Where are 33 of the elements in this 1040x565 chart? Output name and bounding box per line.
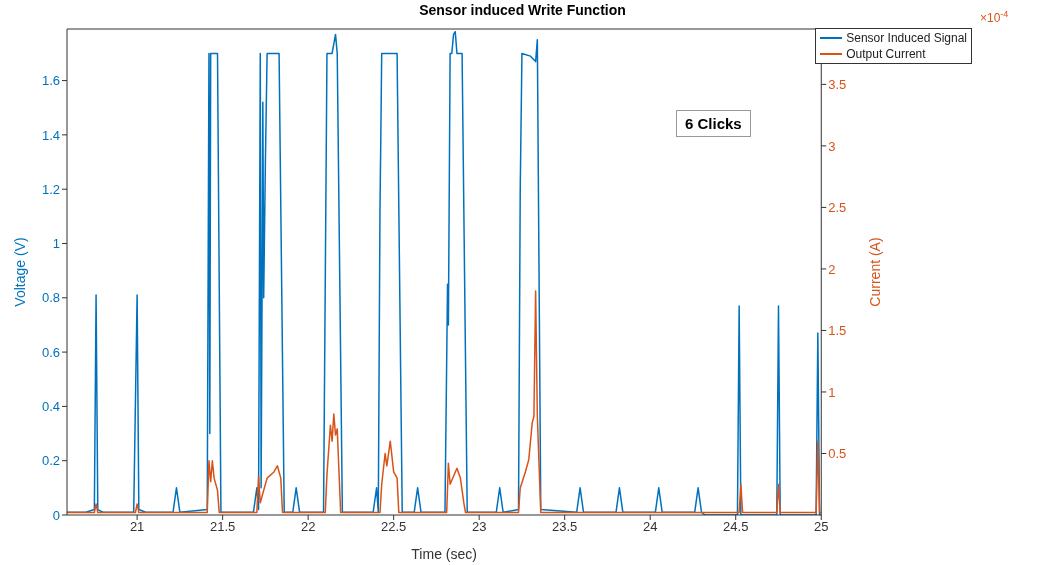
y2-tick-label: 3.5 [828, 76, 847, 92]
y2-axis-title: Current (A) [867, 237, 884, 307]
x-tick-label: 23.5 [552, 519, 578, 535]
x-tick-label: 21 [129, 519, 145, 535]
y2-tick-label: 0.5 [828, 446, 847, 462]
legend-label: Sensor Induced Signal [846, 30, 967, 46]
chart-title: Sensor induced Write Function [418, 2, 627, 18]
x-tick-label: 22.5 [381, 519, 407, 535]
legend-label: Output Current [846, 46, 926, 62]
x-tick-label: 22 [300, 519, 316, 535]
x-tick-label: 21.5 [209, 519, 236, 535]
x-tick-label: 24.5 [723, 519, 749, 535]
y-tick-label: 0.6 [41, 344, 60, 360]
text: ×10$^{-4}$ [980, 9, 1009, 25]
annotation: 6 Clicks [676, 110, 751, 137]
x-tick-label: 24 [642, 519, 658, 535]
x-axis-title: Time (sec) [411, 546, 477, 562]
y2-tick-label: 1.5 [828, 323, 847, 339]
y2-tick-label: 1 [828, 384, 836, 400]
y2-tick-label: 2 [828, 261, 836, 277]
y2-tick-label: 3 [828, 138, 836, 154]
y-tick-label: 1.2 [41, 181, 60, 197]
y-tick-label: 1.4 [41, 127, 60, 143]
y-axis-title: Voltage (V) [11, 237, 28, 307]
y-tick-label: 0.2 [41, 453, 60, 469]
x-tick-label: 25 [814, 519, 829, 535]
y-tick-label: 1 [52, 236, 60, 252]
x-tick-label: 23 [471, 519, 487, 535]
y-tick-label: 1.6 [41, 73, 60, 89]
y2-tick-label: 2.5 [828, 200, 847, 216]
y-tick-label: 0.8 [41, 290, 60, 306]
y-tick-label: 0 [52, 507, 60, 523]
y-tick-label: 0.4 [41, 399, 60, 415]
